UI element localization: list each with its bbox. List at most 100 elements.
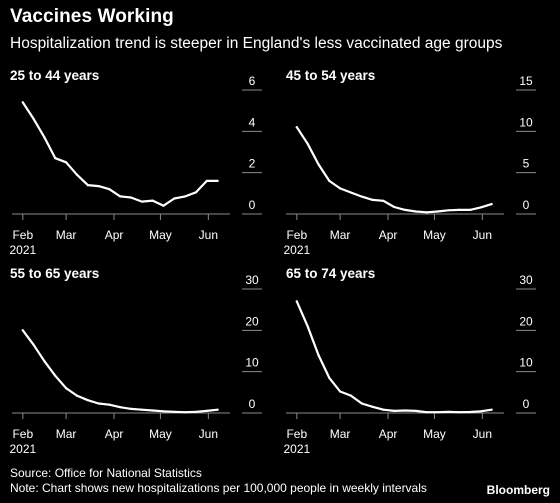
x-tick-label: Mar	[330, 228, 351, 242]
panel-title: 25 to 44 years	[10, 68, 99, 83]
data-point	[479, 206, 482, 209]
y-tick-label: 0	[523, 397, 530, 411]
x-tick-label: Apr	[379, 228, 398, 242]
series-line	[295, 126, 493, 214]
data-point	[360, 195, 363, 198]
data-point	[360, 402, 363, 405]
data-point	[119, 195, 122, 198]
y-tick-label: 4	[249, 115, 256, 129]
y-tick-label: 2	[249, 157, 256, 171]
data-point	[129, 407, 133, 410]
y-tick-label: 10	[245, 356, 259, 370]
y-tick-label: 6	[249, 74, 256, 88]
x-tick-label: Feb	[286, 228, 307, 242]
data-point	[371, 198, 374, 201]
data-point	[140, 408, 143, 411]
y-tick-label: 30	[245, 273, 259, 287]
data-point	[216, 179, 219, 182]
data-point	[328, 376, 331, 379]
data-point	[32, 117, 35, 120]
y-tick-label: 20	[519, 314, 533, 328]
data-point	[458, 411, 461, 414]
data-point	[194, 191, 198, 194]
data-point	[21, 329, 24, 332]
y-tick-label: 0	[249, 397, 256, 411]
data-point	[479, 410, 482, 413]
data-point	[205, 409, 208, 412]
data-point	[436, 210, 439, 213]
chart-subtitle: Hospitalization trend is steeper in Engl…	[10, 35, 503, 52]
data-point	[468, 410, 472, 414]
data-point	[371, 405, 374, 408]
data-point	[295, 126, 298, 129]
data-point	[317, 163, 320, 166]
data-point	[317, 354, 320, 357]
y-tick-label: 20	[245, 314, 259, 328]
data-point	[349, 394, 352, 397]
data-point	[86, 399, 89, 402]
x-tick-label: May	[423, 228, 446, 242]
data-point	[140, 200, 143, 203]
y-tick-label: 10	[519, 115, 533, 129]
x-tick-label: Jun	[473, 427, 492, 441]
footnote: Note: Chart shows new hospitalizations p…	[10, 481, 427, 495]
data-point	[205, 179, 208, 182]
bloomberg-logo: Bloomberg	[486, 483, 550, 497]
x-tick-label: Feb	[12, 228, 33, 242]
y-tick-label: 0	[523, 198, 530, 212]
data-point	[393, 409, 396, 412]
data-point	[162, 204, 165, 207]
data-point	[43, 360, 46, 363]
x-tick-label: Mar	[56, 228, 77, 242]
data-point	[97, 185, 100, 188]
y-tick-label: 0	[249, 198, 256, 212]
data-point	[436, 411, 439, 414]
data-point	[403, 208, 407, 211]
data-point	[447, 410, 450, 413]
x-tick-label: Mar	[56, 427, 77, 441]
panel-title: 65 to 74 years	[286, 266, 375, 281]
y-tick-label: 10	[519, 356, 533, 370]
x-tick-year-label: 2021	[283, 243, 310, 257]
data-point	[43, 136, 46, 139]
data-point	[490, 203, 493, 206]
data-point	[349, 191, 352, 194]
data-point	[425, 411, 428, 414]
data-point	[425, 211, 428, 214]
data-point	[216, 408, 219, 411]
data-point	[458, 208, 461, 211]
data-point	[108, 403, 111, 406]
data-point	[328, 179, 331, 182]
data-point	[21, 101, 24, 104]
x-tick-label: May	[423, 427, 446, 441]
data-point	[393, 205, 396, 209]
data-point	[119, 406, 122, 409]
data-point	[97, 402, 100, 405]
x-tick-label: Feb	[286, 427, 307, 441]
data-point	[468, 208, 472, 211]
x-tick-label: Apr	[105, 228, 124, 242]
data-point	[306, 325, 309, 328]
data-point	[54, 157, 57, 160]
data-point	[54, 374, 57, 377]
y-tick-label: 5	[523, 157, 530, 171]
series-line	[21, 101, 219, 207]
data-point	[151, 409, 154, 412]
data-point	[162, 410, 165, 413]
data-point	[151, 199, 154, 202]
x-tick-label: Jun	[199, 427, 218, 441]
data-point	[414, 409, 417, 412]
data-point	[295, 300, 298, 303]
chart-title: Vaccines Working	[10, 6, 174, 27]
data-point	[75, 173, 78, 176]
data-point	[108, 188, 111, 191]
data-point	[173, 410, 176, 413]
x-tick-label: Feb	[12, 427, 33, 441]
x-tick-year-label: 2021	[9, 442, 36, 456]
x-tick-label: Jun	[199, 228, 218, 242]
series-line	[21, 329, 219, 414]
x-tick-label: May	[149, 228, 172, 242]
series-line	[295, 300, 493, 414]
data-point	[306, 142, 309, 145]
data-point	[173, 197, 176, 200]
